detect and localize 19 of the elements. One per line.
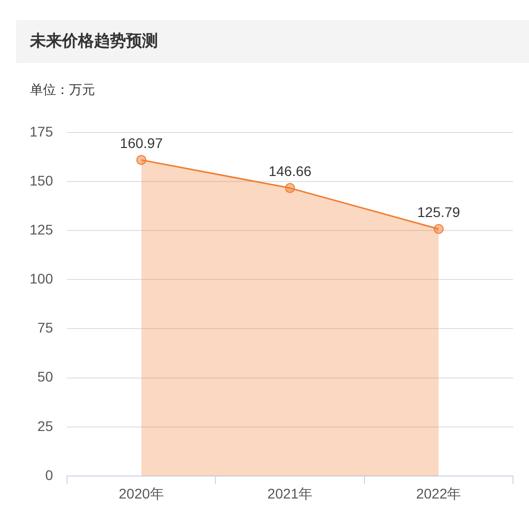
y-tick-label: 100 <box>30 270 54 287</box>
data-label: 160.97 <box>120 134 163 151</box>
y-axis-title: 单位：万元 <box>30 82 95 98</box>
y-tick-label: 150 <box>30 172 54 188</box>
chart-title: 未来价格趋势预测 <box>30 32 158 51</box>
y-tick-label: 0 <box>45 466 54 483</box>
y-tick-label: 25 <box>37 418 54 434</box>
y-tick-label: 125 <box>30 221 54 238</box>
point <box>434 224 444 234</box>
y-tick-label: 50 <box>37 368 54 385</box>
y-tick-label: 75 <box>37 320 54 336</box>
data-label: 125.79 <box>417 204 460 220</box>
x-tick-label: 2022年 <box>416 485 462 502</box>
x-tick-label: 2020年 <box>118 485 164 502</box>
data-label: 146.66 <box>268 162 312 179</box>
y-tick-label: 175 <box>30 123 54 140</box>
x-tick-label: 2021年 <box>267 485 313 502</box>
point <box>136 154 146 165</box>
point <box>285 183 295 194</box>
